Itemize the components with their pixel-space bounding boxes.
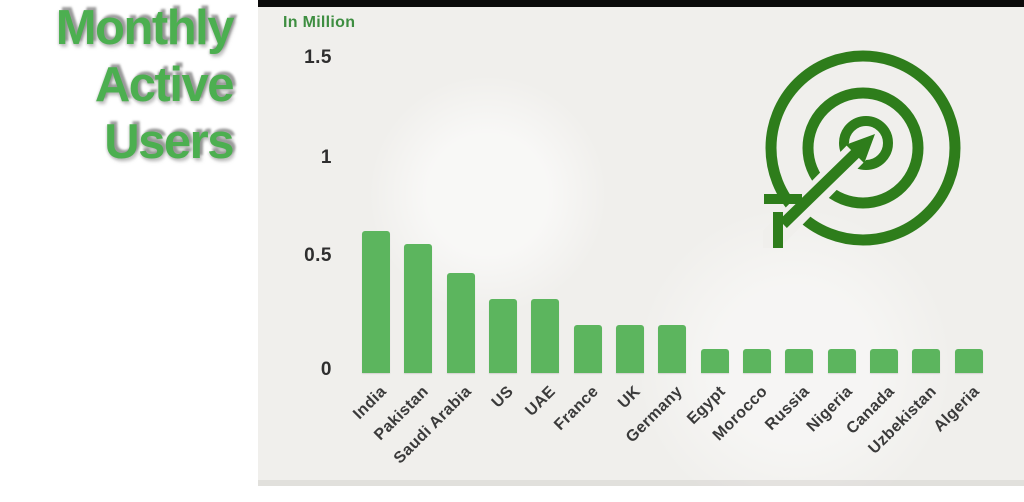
bar-egypt (700, 349, 729, 373)
title-line-1: Monthly (55, 1, 235, 55)
chart-panel: In Million 1.5 1 0.5 0 India Pakistan Saudi Ar… (258, 0, 1024, 486)
target-arrow-icon (763, 50, 961, 248)
bar-canada (869, 349, 898, 373)
arrow-shaft (779, 148, 861, 228)
bar-uzbekistan (912, 349, 941, 373)
bar-india (362, 231, 390, 373)
chart-title: Monthly Active Users (0, 0, 235, 171)
arrow-head (845, 134, 875, 164)
target-outer-ring (765, 50, 961, 246)
bar-uae (531, 299, 560, 373)
bar-russia (785, 349, 814, 373)
target-inner-ring (839, 116, 893, 170)
bar-morocco (742, 349, 771, 373)
bar-us (488, 299, 517, 373)
y-tick-0.5: 0.5 (304, 245, 332, 266)
target-middle-ring (802, 87, 924, 209)
bar-nigeria (827, 349, 856, 373)
bar-germany (658, 325, 687, 373)
y-tick-1.5: 1.5 (304, 47, 332, 68)
title-line-2: Active (94, 58, 235, 112)
bar-uk (615, 325, 644, 373)
y-tick-1: 1 (320, 147, 332, 168)
title-line-3: Users (104, 115, 234, 169)
bar-france (573, 325, 602, 373)
y-tick-0: 0 (320, 359, 332, 380)
infographic: Monthly Active Users In Million 1.5 1 0.5 0… (0, 0, 1024, 486)
bottom-border-strip (258, 480, 1024, 486)
bar-saudi-arabia (446, 273, 475, 373)
y-axis-unit-label: In Million (283, 14, 356, 31)
plot-area: 1.5 1 0.5 0 India Pakistan Saudi Arabia US UAE Fr… (258, 0, 1024, 486)
top-border-strip (258, 0, 1024, 7)
bar-pakistan (404, 244, 433, 373)
bar-algeria (954, 349, 983, 373)
